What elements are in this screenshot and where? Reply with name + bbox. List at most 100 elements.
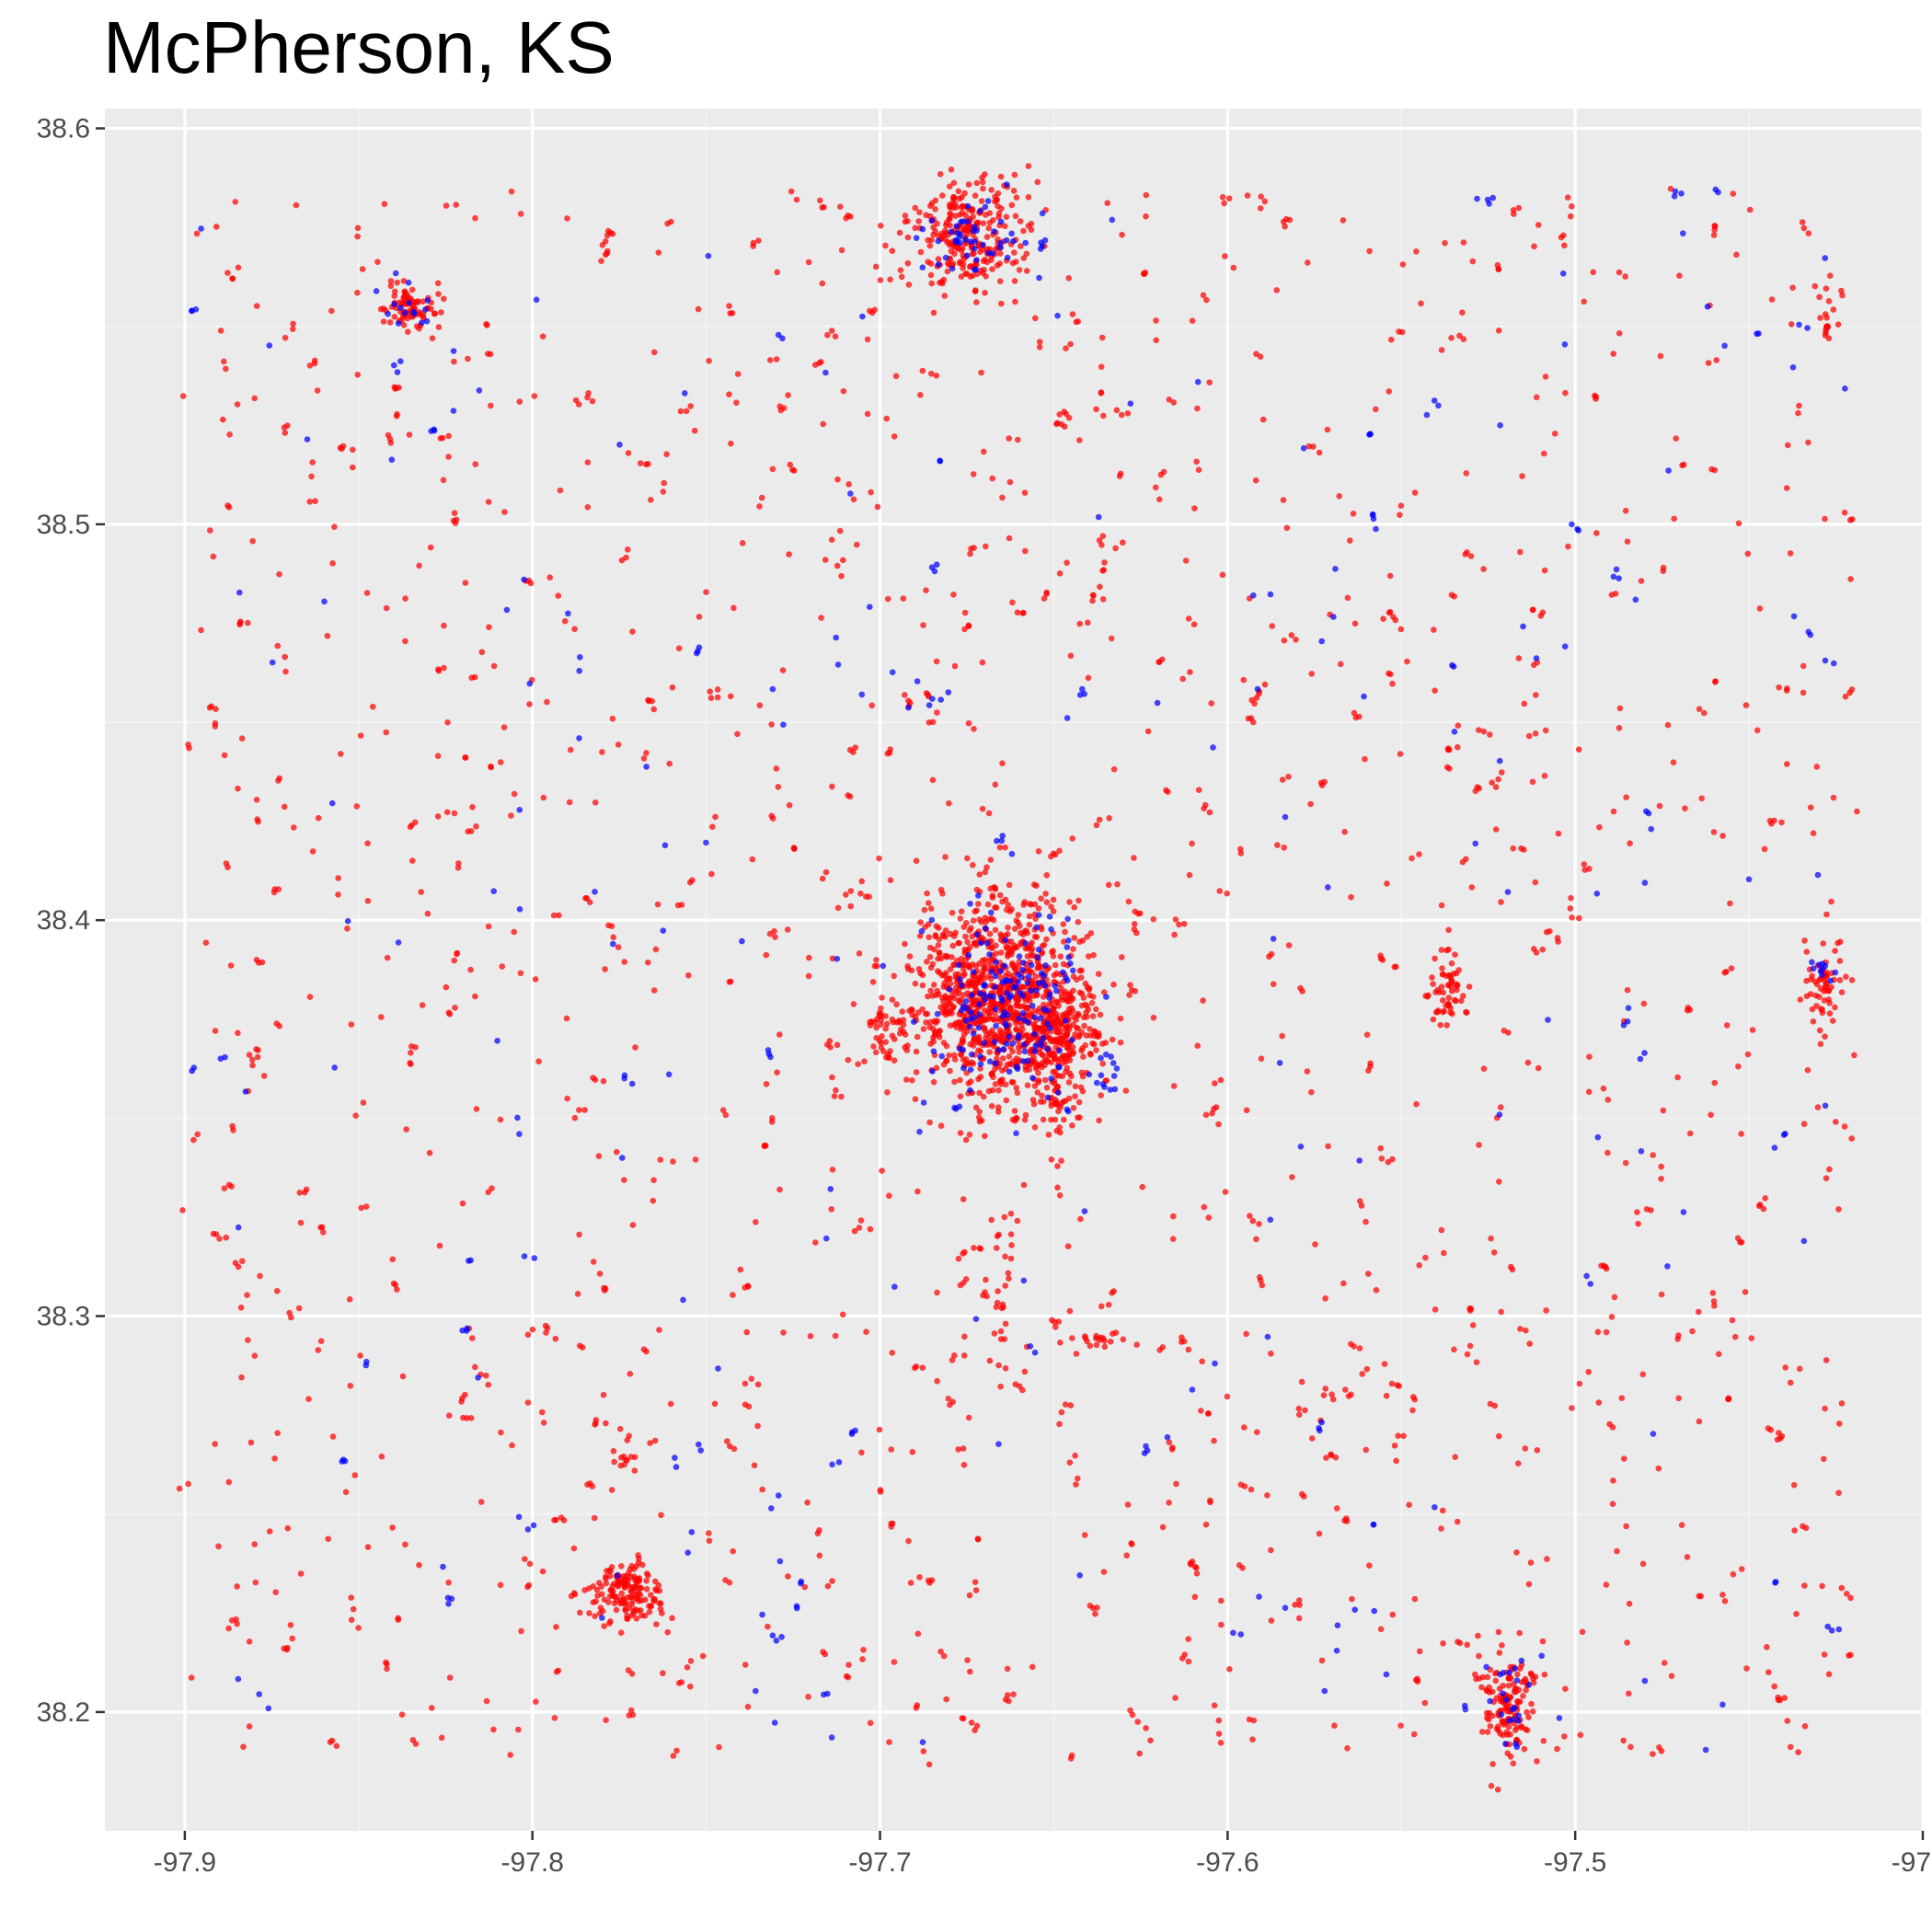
data-point (539, 333, 546, 340)
data-point (1686, 1130, 1694, 1137)
data-point (1451, 1346, 1457, 1353)
data-point (1031, 1349, 1039, 1356)
data-point (603, 1420, 609, 1427)
data-point (992, 1006, 999, 1013)
data-point (1254, 1429, 1260, 1435)
data-point (469, 1335, 476, 1341)
data-point (1817, 1041, 1824, 1048)
data-point (1044, 1094, 1052, 1101)
data-point (1041, 1001, 1047, 1008)
data-point (476, 387, 483, 394)
data-point (1005, 1270, 1012, 1277)
data-point (962, 933, 969, 940)
data-point (224, 864, 231, 870)
data-point (1668, 1673, 1675, 1680)
data-point (1029, 1002, 1036, 1009)
data-point (1248, 715, 1255, 721)
data-point (592, 1613, 598, 1619)
data-point (951, 1078, 958, 1086)
data-point (185, 1480, 191, 1488)
data-point (1004, 1011, 1011, 1018)
data-point (832, 333, 839, 340)
data-point (927, 370, 935, 377)
data-point (1848, 686, 1856, 693)
data-point (1783, 485, 1790, 491)
data-point (1530, 1679, 1537, 1686)
data-point (678, 902, 685, 908)
data-point (1539, 946, 1546, 953)
data-point (1438, 947, 1445, 953)
data-point (1110, 981, 1117, 988)
data-point (992, 983, 998, 991)
data-point (1448, 592, 1455, 598)
data-point (621, 959, 627, 965)
data-point (965, 623, 972, 629)
data-point (1110, 1073, 1118, 1079)
data-point (224, 502, 231, 509)
data-point (621, 1075, 627, 1082)
data-point (598, 258, 604, 265)
data-point (1593, 891, 1601, 897)
data-point (1363, 1218, 1369, 1225)
data-point (1684, 1006, 1691, 1014)
data-point (834, 562, 841, 569)
data-point (1007, 1061, 1015, 1068)
data-point (773, 356, 780, 362)
data-point (850, 749, 857, 755)
data-point (1111, 1086, 1119, 1093)
data-point (1656, 1744, 1662, 1751)
data-point (1081, 1208, 1088, 1214)
data-point (1106, 815, 1112, 822)
data-point (1822, 515, 1828, 523)
data-point (882, 242, 889, 249)
data-point (1819, 1582, 1825, 1590)
data-point (1079, 685, 1086, 693)
data-point (1735, 1063, 1742, 1070)
data-point (1835, 1489, 1842, 1496)
data-point (957, 1130, 964, 1136)
data-point (1040, 1034, 1047, 1041)
data-point (950, 961, 957, 968)
data-point (609, 715, 616, 722)
data-point (833, 634, 839, 641)
data-point (604, 1568, 610, 1574)
data-point (1719, 1592, 1726, 1598)
data-point (1782, 1364, 1788, 1371)
data-point (668, 218, 674, 225)
data-point (822, 369, 829, 376)
data-point (226, 431, 233, 438)
data-point (451, 810, 458, 817)
data-point (1742, 702, 1750, 708)
data-point (1020, 1058, 1027, 1064)
data-point (891, 1036, 898, 1042)
data-point (1446, 972, 1454, 979)
data-point (826, 1038, 834, 1044)
data-point (1822, 255, 1829, 261)
data-point (465, 355, 471, 362)
x-tick-label: -97.7 (848, 1847, 911, 1878)
data-point (942, 254, 949, 261)
data-point (600, 1077, 607, 1085)
data-point (1056, 1047, 1063, 1054)
data-point (1211, 1702, 1218, 1708)
data-point (531, 393, 538, 399)
data-point (1675, 1395, 1682, 1402)
data-point (1067, 1402, 1075, 1409)
data-point (1297, 1144, 1305, 1150)
data-point (980, 185, 986, 192)
data-point (1002, 937, 1009, 944)
data-point (1795, 1749, 1801, 1755)
data-point (1540, 1738, 1547, 1744)
data-point (1264, 1333, 1271, 1340)
data-point (516, 807, 523, 813)
data-point (249, 1056, 256, 1064)
data-point (822, 1235, 830, 1242)
data-point (1153, 317, 1159, 324)
data-point (933, 561, 940, 568)
data-point (965, 1414, 972, 1421)
data-point (1072, 1083, 1079, 1090)
data-point (254, 1053, 261, 1061)
data-point (393, 385, 400, 392)
data-point (1078, 1002, 1086, 1009)
data-point (1099, 596, 1107, 603)
